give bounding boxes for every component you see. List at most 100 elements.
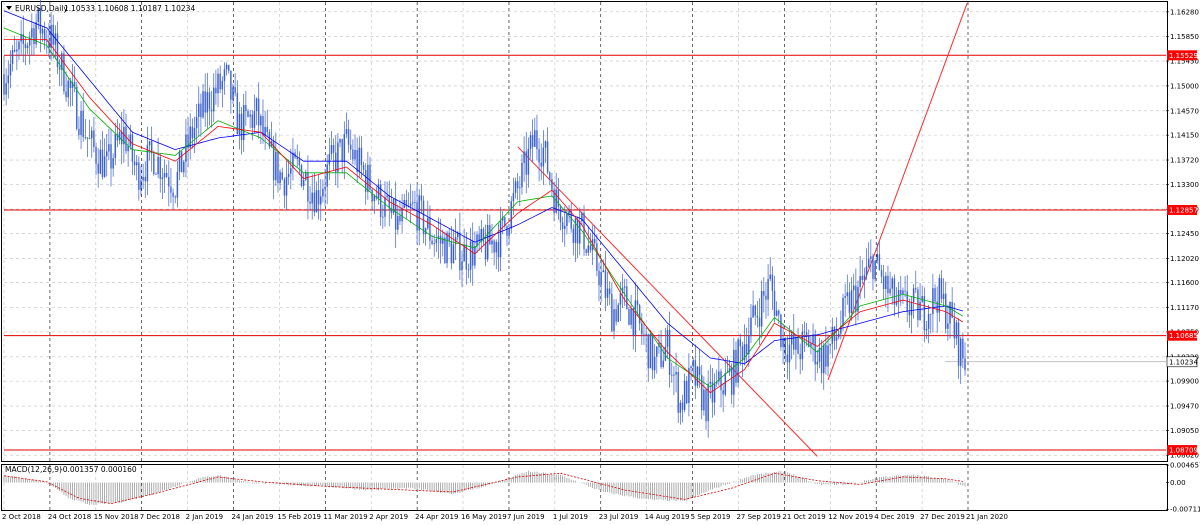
candle-body <box>43 29 46 41</box>
candle-body <box>671 374 673 376</box>
candle-body <box>855 285 857 312</box>
candle-body <box>491 240 493 245</box>
candle-body <box>422 200 425 235</box>
candle-body <box>48 41 50 48</box>
candle-body <box>799 353 801 360</box>
candle-body <box>448 232 450 242</box>
candle-body <box>358 147 361 172</box>
candle-body <box>499 220 502 258</box>
candle-body <box>756 315 759 318</box>
candle-body <box>187 134 189 148</box>
price-panel[interactable]: 1.16280 1.15850 1.15430 1.15000 1.14570 1.141… <box>1 0 1199 462</box>
level-price-tag-label: 1.08709 <box>1169 447 1198 455</box>
candle-body <box>915 288 917 290</box>
price-tick-label: 1.16280 <box>1170 8 1199 16</box>
candle-body <box>698 366 701 376</box>
trendline[interactable] <box>827 2 968 381</box>
candle-body <box>495 241 498 253</box>
candle-body <box>778 310 780 315</box>
candle-body <box>125 126 127 152</box>
trendline[interactable] <box>517 146 818 457</box>
candle-body <box>91 130 93 139</box>
candle-body <box>99 149 102 174</box>
candle-body <box>193 128 196 139</box>
candle-body <box>307 172 309 202</box>
dropdown-triangle-icon[interactable] <box>6 6 12 10</box>
candle-body <box>735 349 737 383</box>
candle-body <box>446 232 448 264</box>
candle-body <box>242 105 245 141</box>
macd-histogram <box>3 470 966 506</box>
candle-body <box>159 156 161 179</box>
candle-body <box>131 134 134 162</box>
candle-body <box>863 275 866 280</box>
trendlines[interactable] <box>517 2 968 457</box>
candle-body <box>955 322 958 339</box>
candle-body <box>456 232 459 237</box>
macd-axis: 0.004657 0.00 -0.007119 <box>1166 462 1200 514</box>
candle-body <box>870 256 872 259</box>
candle-body <box>825 344 827 367</box>
candle-body <box>962 338 964 359</box>
candle-body <box>553 189 555 213</box>
candle-body <box>349 144 352 150</box>
candle-body <box>249 114 251 117</box>
moving-averages <box>3 10 964 394</box>
candle-body <box>848 292 851 313</box>
candle-body <box>11 49 14 64</box>
candle-body <box>957 322 960 366</box>
candle-body <box>581 212 583 222</box>
candle-body <box>266 127 269 133</box>
candle-body <box>480 229 483 242</box>
candle-body <box>140 180 142 190</box>
candle-body <box>724 372 727 395</box>
candle-body <box>780 314 782 348</box>
candle-body <box>469 241 472 270</box>
candle-body <box>822 344 825 374</box>
candle-body <box>944 293 947 329</box>
price-tags: 1.15529 1.12857 1.10685 1.08709 1.10234 <box>945 50 1198 456</box>
candle-body <box>155 174 157 175</box>
candle-body <box>722 390 724 395</box>
candle-body <box>33 28 35 45</box>
candle-body <box>632 308 634 336</box>
date-label: 27 Sep 2019 <box>736 513 780 521</box>
candle-body <box>3 74 5 95</box>
macd-tick-label: 0.00 <box>1170 479 1186 487</box>
candle-body <box>285 176 288 196</box>
horizontal-levels[interactable] <box>4 54 1166 451</box>
macd-panel[interactable]: 0.004657 0.00 -0.007119 MACD(12,26,9) -0.0… <box>1 462 1200 514</box>
candle-body <box>715 381 718 384</box>
candle-body <box>191 126 194 139</box>
candle-body <box>910 302 913 316</box>
candle-body <box>195 116 198 129</box>
candle-body <box>238 113 241 135</box>
candle-body <box>656 346 658 357</box>
candle-body <box>516 181 519 189</box>
candle-body <box>435 239 438 244</box>
candle-body <box>673 374 675 376</box>
candle-body <box>409 203 412 207</box>
candle-body <box>645 334 647 336</box>
candle-body <box>829 343 831 346</box>
candle-body <box>683 380 686 410</box>
candle-body <box>534 130 536 147</box>
candle-body <box>895 301 898 305</box>
level-price-tag <box>1167 204 1197 215</box>
candle-body <box>540 162 542 167</box>
candle-body <box>24 43 27 49</box>
candle-body <box>317 190 320 205</box>
candle-body <box>399 215 401 222</box>
candle-body <box>925 328 928 331</box>
candle-body <box>885 275 887 290</box>
candle-body <box>705 389 707 422</box>
candle-body <box>364 169 367 192</box>
candle-body <box>208 92 211 110</box>
candle-body <box>692 360 694 367</box>
candle-body <box>893 278 896 305</box>
ma-mid-line <box>3 27 964 388</box>
candle-body <box>752 305 754 318</box>
candle-body <box>420 195 423 201</box>
candle-body <box>41 29 44 34</box>
